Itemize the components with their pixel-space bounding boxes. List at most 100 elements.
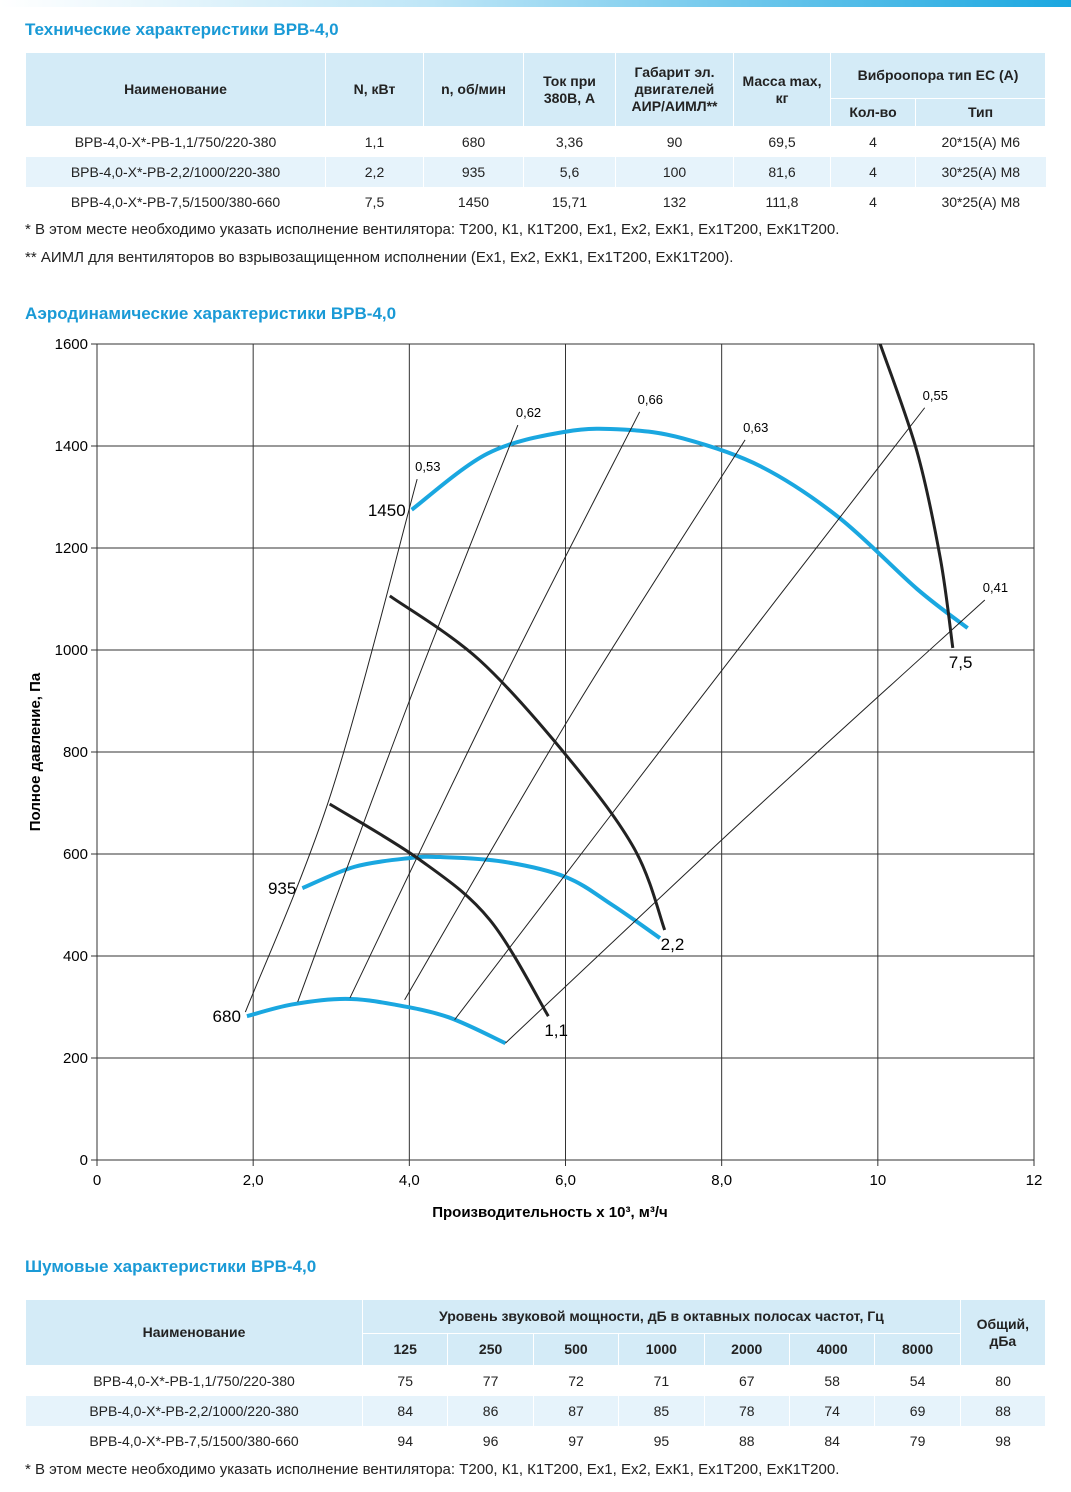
y-tick-label: 400 — [63, 948, 88, 965]
table-body: ВРВ-4,0-Х*-РВ-1,1/750/220-380 1,1 680 3,36 9… — [25, 126, 1046, 217]
table-row: ВРВ-4,0-Х*-РВ-1,1/750/220-380 75 77 72 71 67 5… — [25, 1365, 1046, 1396]
table-cell: 1,1 — [325, 126, 424, 157]
curve — [297, 424, 519, 1003]
curve — [301, 854, 662, 940]
column-header: 2000 — [703, 1333, 790, 1366]
table-cell: 97 — [532, 1426, 619, 1456]
column-header: Ток при 380В, А — [523, 52, 616, 127]
curve-label: 0,62 — [516, 405, 541, 420]
table-row: ВРВ-4,0-Х*-РВ-7,5/1500/380-660 94 96 97 95 88… — [25, 1426, 1046, 1456]
y-tick-label: 800 — [63, 744, 88, 761]
table-cell: 15,71 — [523, 187, 616, 217]
table-cell: 77 — [447, 1365, 534, 1396]
table-cell: 85 — [618, 1396, 705, 1426]
column-header: 500 — [532, 1333, 620, 1366]
section-title: Шумовые характеристики ВРВ-4,0 — [25, 1257, 317, 1276]
table-cell: ВРВ-4,0-Х*-РВ-7,5/1500/380-660 — [25, 1426, 363, 1456]
table-cell: 96 — [447, 1426, 534, 1456]
x-tick-label: 2,0 — [243, 1172, 264, 1189]
table-row: ВРВ-4,0-Х*-РВ-7,5/1500/380-660 7,5 1450 15,… — [25, 187, 1046, 217]
curve-label: 680 — [213, 1007, 241, 1026]
table-cell: 74 — [788, 1396, 875, 1426]
table-cell: 90 — [615, 126, 734, 157]
curve — [404, 439, 746, 1001]
table-cell: 75 — [361, 1365, 448, 1396]
curve — [246, 996, 507, 1046]
table-cell: 81,6 — [733, 157, 831, 187]
table-cell: 95 — [618, 1426, 705, 1456]
curve — [410, 426, 969, 630]
table-body: ВРВ-4,0-Х*-РВ-1,1/750/220-380 75 77 72 71 67 5… — [25, 1365, 1046, 1456]
y-tick-label: 1600 — [55, 336, 88, 353]
table-cell: 58 — [788, 1365, 875, 1396]
x-axis-title: Производительность х 10³, м³/ч — [432, 1204, 668, 1221]
curve-label: 935 — [268, 879, 296, 898]
table-cell: 1450 — [423, 187, 524, 217]
table-cell: ВРВ-4,0-Х*-РВ-2,2/1000/220-380 — [25, 1396, 363, 1426]
column-header: 8000 — [874, 1333, 961, 1366]
table-cell: 78 — [703, 1396, 790, 1426]
table-cell: 98 — [959, 1426, 1046, 1456]
curve — [328, 802, 550, 1017]
section-title: Технические характеристики ВРВ-4,0 — [25, 20, 339, 39]
column-header: 125 — [361, 1333, 449, 1366]
table-cell: ВРВ-4,0-Х*-РВ-7,5/1500/380-660 — [25, 187, 326, 217]
table-cell: 935 — [423, 157, 524, 187]
column-header: 250 — [447, 1333, 534, 1366]
curve — [244, 479, 418, 1013]
table-cell: 71 — [618, 1365, 705, 1396]
table-cell: 67 — [703, 1365, 790, 1396]
table-cell: 80 — [959, 1365, 1046, 1396]
x-tick-label: 0 — [93, 1172, 101, 1189]
table-cell: 94 — [361, 1426, 448, 1456]
table-cell: 4 — [830, 157, 916, 187]
table-row: ВРВ-4,0-Х*-РВ-2,2/1000/220-380 84 86 87 85 78… — [25, 1396, 1046, 1426]
column-header: Габарит эл. двигателей АИР/АИМЛ** — [615, 52, 734, 127]
column-header: 4000 — [788, 1333, 876, 1366]
curve-label: 1,1 — [544, 1021, 568, 1040]
y-tick-label: 600 — [63, 846, 88, 863]
curve-label: 0,55 — [923, 388, 948, 403]
plot-frame — [96, 343, 1035, 1161]
table-row: ВРВ-4,0-Х*-РВ-1,1/750/220-380 1,1 680 3,36 9… — [25, 126, 1046, 157]
column-header: Наименование — [25, 1299, 363, 1366]
column-header: Уровень звуковой мощности, дБ в октавных… — [362, 1299, 961, 1334]
table-cell: 72 — [532, 1365, 619, 1396]
table-cell: 4 — [830, 187, 916, 217]
curve — [454, 407, 926, 1021]
table-cell: 79 — [874, 1426, 961, 1456]
tech-table: Наименование N, кВт n, об/мин Ток при 38… — [25, 52, 1046, 217]
x-tick-label: 10 — [869, 1172, 886, 1189]
curve-label: 7,5 — [949, 653, 973, 672]
note: * В этом месте необходимо указать исполн… — [25, 221, 840, 238]
note: ** АИМЛ для вентиляторов во взрывозащище… — [25, 249, 734, 266]
table-cell: ВРВ-4,0-Х*-РВ-1,1/750/220-380 — [25, 126, 326, 157]
table-cell: 5,6 — [523, 157, 616, 187]
table-cell: 69,5 — [733, 126, 831, 157]
table-cell: 7,5 — [325, 187, 424, 217]
y-tick-label: 200 — [63, 1050, 88, 1067]
column-header: Общий, дБа — [959, 1299, 1046, 1366]
curve — [505, 599, 986, 1044]
curve-label: 0,63 — [743, 420, 768, 435]
column-header: N, кВт — [325, 52, 424, 127]
table-cell: 100 — [615, 157, 734, 187]
x-tick-label: 4,0 — [399, 1172, 420, 1189]
curve — [349, 411, 641, 999]
y-tick-label: 1000 — [55, 642, 88, 659]
table-cell: 54 — [874, 1365, 961, 1396]
table-cell: 3,36 — [523, 126, 616, 157]
table-cell: 2,2 — [325, 157, 424, 187]
x-tick-label: 6,0 — [555, 1172, 576, 1189]
table-cell: 84 — [361, 1396, 448, 1426]
noise-table: Наименование Уровень звуковой мощности, … — [25, 1299, 1046, 1456]
column-header: Кол-во — [830, 98, 916, 127]
table-cell: ВРВ-4,0-Х*-РВ-2,2/1000/220-380 — [25, 157, 326, 187]
table-cell: 86 — [447, 1396, 534, 1426]
column-header: n, об/мин — [423, 52, 524, 127]
y-axis-title: Полное давление, Па — [27, 672, 44, 831]
table-cell: 4 — [830, 126, 916, 157]
curve — [388, 594, 667, 931]
table-cell: 132 — [615, 187, 734, 217]
curve-label: 1450 — [368, 501, 406, 520]
